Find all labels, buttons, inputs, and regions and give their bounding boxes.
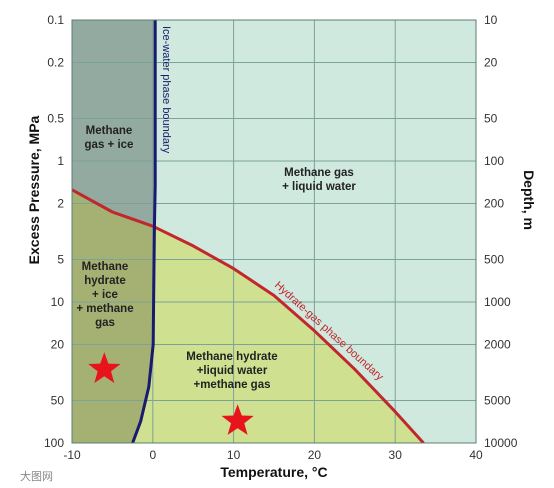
star-marker <box>88 352 121 383</box>
star-marker <box>221 404 254 435</box>
region-label-line: Methane gas <box>284 167 354 179</box>
region-label-line: Methane hydrate <box>186 351 277 363</box>
y-tick-label: 100 <box>44 436 64 450</box>
x-tick-label: 30 <box>389 448 403 462</box>
region-label-line: +liquid water <box>197 365 268 377</box>
y-tick-label: 0.5 <box>47 112 64 126</box>
x-axis-title: Temperature, °C <box>220 464 327 480</box>
x-tick-label: 40 <box>469 448 483 462</box>
region-label: Methane gas + liquid water <box>282 167 356 193</box>
phase-boundaries <box>72 20 425 443</box>
site-markers <box>88 352 254 435</box>
y-tick-label: 0.2 <box>47 55 64 69</box>
x-tick-label: 10 <box>227 448 241 462</box>
x-tick-label: 0 <box>149 448 156 462</box>
region-label-line: Methane <box>86 125 133 137</box>
region-label: Methane gas + ice <box>85 125 134 151</box>
plot-frame <box>71 19 477 444</box>
axis-ticks: -10 0 10 20 30 40 0.1 0.2 0.5 1 2 5 10 20 50 100 10 20 50 1… <box>44 13 518 462</box>
ice-water-boundary-line <box>131 20 157 443</box>
region-label-line: gas <box>95 317 115 329</box>
y2-tick-label: 20 <box>484 55 498 69</box>
y2-tick-label: 10000 <box>484 436 518 450</box>
y2-tick-label: 50 <box>484 112 498 126</box>
region-label-line: gas + ice <box>85 139 134 151</box>
x-tick-label: -10 <box>63 448 81 462</box>
region-label: Methane hydrate +liquid water +methane gas <box>186 351 277 391</box>
y-tick-label: 20 <box>51 337 65 351</box>
y-tick-label: 50 <box>51 394 65 408</box>
y2-tick-label: 100 <box>484 154 504 168</box>
watermark-text: 大图网 <box>20 469 53 483</box>
region-label-line: Methane <box>82 261 129 273</box>
y2-tick-label: 2000 <box>484 337 511 351</box>
hydrate-gas-boundary-line <box>72 188 425 443</box>
y2-tick-label: 500 <box>484 253 504 267</box>
y2-tick-label: 1000 <box>484 295 511 309</box>
y2-axis-title: Depth, m <box>521 170 537 230</box>
ice-water-boundary-label: Ice-water phase boundary <box>160 26 172 154</box>
region-hydrate-water <box>72 189 476 443</box>
y-tick-label: 2 <box>57 196 64 210</box>
region-label-line: + liquid water <box>282 181 356 193</box>
y2-tick-label: 5000 <box>484 394 511 408</box>
region-label-line: + ice <box>92 289 118 301</box>
grid-lines <box>72 20 476 443</box>
y2-tick-label: 10 <box>484 13 498 27</box>
region-label-line: + methane <box>76 303 133 315</box>
region-label: Methane hydrate + ice + methane gas <box>76 261 133 329</box>
region-label-line: hydrate <box>84 275 126 287</box>
x-tick-label: 20 <box>308 448 322 462</box>
phase-regions <box>72 20 476 443</box>
y2-tick-label: 200 <box>484 196 504 210</box>
y-tick-label: 5 <box>57 253 64 267</box>
y-tick-label: 0.1 <box>47 13 64 27</box>
y-axis-title: Excess Pressure, MPa <box>26 115 42 264</box>
y-tick-label: 1 <box>57 154 64 168</box>
region-label-line: +methane gas <box>193 379 270 391</box>
region-hydrate-ice <box>72 189 156 443</box>
y-tick-label: 10 <box>51 295 65 309</box>
